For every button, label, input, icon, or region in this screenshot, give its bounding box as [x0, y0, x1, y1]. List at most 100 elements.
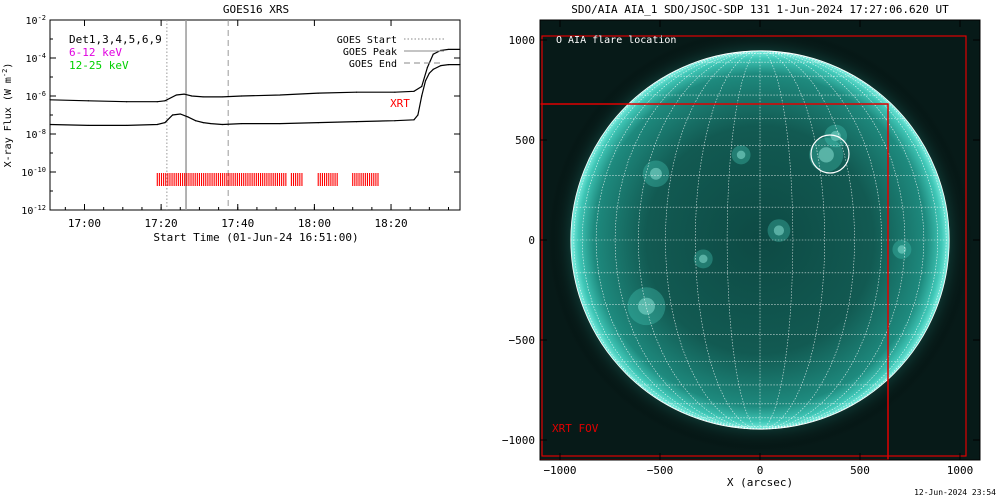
active-region [627, 287, 666, 326]
goes-data-point [432, 53, 434, 55]
active-region [809, 137, 844, 172]
aia-xtick-label: 500 [850, 464, 870, 477]
goes-data-point [240, 95, 243, 97]
goes-ytick-label: 10-8 [26, 128, 46, 141]
longitude-line [759, 50, 826, 430]
goes-data-point [355, 91, 358, 93]
goes-data-point [440, 65, 442, 67]
goes-data-point [126, 124, 128, 127]
goes-legend-right-entry: GOES Start [337, 35, 397, 46]
aia-xtick-label: −1000 [543, 464, 576, 477]
goes-data-point [164, 122, 166, 124]
xrt-fov-label: XRT FOV [552, 422, 599, 435]
active-region-core [736, 150, 746, 160]
goes-data-point [355, 121, 358, 123]
active-region [892, 240, 912, 259]
active-region-core [649, 167, 662, 180]
goes-data-point [394, 91, 396, 93]
aia-ytick-label: −1000 [502, 434, 535, 447]
goes-data-point [195, 120, 197, 122]
goes-data-point [175, 94, 178, 96]
goes-data-point [459, 64, 461, 66]
goes-data-point [421, 95, 423, 97]
aia-ytick-label: −500 [509, 334, 536, 347]
goes-ylabel: X-ray Flux (W m-2) [1, 63, 14, 168]
active-region [693, 249, 713, 269]
aia-ytick-label: 0 [528, 234, 535, 247]
goes-xlabel: Start Time (01-Jun-24 16:51:00) [153, 231, 358, 244]
footer-timestamp: 12-Jun-2024 23:54 [914, 488, 996, 497]
goes-legend-right-entry: GOES Peak [343, 47, 397, 58]
goes-panel: GOES16 XRS 10-2 10-4 10-6 10-8 10-10 10-12 17… [1, 3, 461, 244]
aia-y-axis: −1000 −500 0 500 1000 [502, 34, 980, 447]
goes-data-point [126, 101, 128, 103]
longitude-line [759, 50, 882, 430]
goes-title: GOES16 XRS [223, 3, 289, 16]
goes-event-lines [166, 20, 229, 210]
goes-data-point [49, 123, 51, 126]
aia-ytick-label: 500 [515, 134, 535, 147]
goes-ytick-label: 10-2 [26, 14, 46, 27]
goes-data-point [210, 122, 212, 125]
goes-data-point [428, 72, 430, 74]
goes-series-line-1 [49, 63, 460, 126]
goes-data-point [187, 116, 189, 118]
goes-series-group [49, 48, 461, 127]
goes-data-point [202, 96, 204, 98]
heliographic-grid [570, 50, 950, 430]
goes-data-point [426, 66, 429, 69]
aia-fov-box [541, 35, 967, 457]
goes-series-line-0 [49, 48, 460, 103]
goes-data-point [183, 93, 185, 95]
aia-ytick-label: 1000 [509, 34, 536, 47]
longitude-line [694, 50, 761, 430]
goes-xtick-label: 18:20 [374, 217, 407, 230]
active-region [767, 219, 791, 242]
goes-data-point [87, 100, 89, 102]
active-region [642, 160, 670, 188]
aia-title: SDO/AIA AIA_1 SDO/JSOC-SDP 131 1-Jun-202… [571, 3, 949, 16]
aia-xlabel: X (arcsec) [727, 476, 793, 489]
goes-data-point [221, 96, 224, 98]
active-region-core [818, 147, 834, 163]
goes-xtick-label: 17:00 [68, 217, 101, 230]
goes-data-point [279, 122, 281, 125]
goes-legend-left-entry: 6-12 keV [69, 46, 122, 59]
goes-legend-left-entry: Det1,3,4,5,6,9 [69, 33, 162, 46]
goes-ytick-label: 10-12 [21, 204, 46, 217]
active-region-core [897, 245, 907, 254]
goes-xrt-intervals [156, 173, 379, 186]
goes-data-point [447, 48, 450, 51]
longitude-line [573, 50, 761, 430]
longitude-line [614, 50, 761, 430]
longitude-line [595, 50, 761, 430]
active-region [731, 145, 751, 165]
goes-data-point [179, 113, 181, 115]
goes-x-axis: 17:00 17:20 17:40 18:00 18:20 [64, 20, 450, 230]
goes-ytick-label: 10-4 [26, 52, 46, 65]
longitude-line [759, 50, 939, 430]
flare-location-marker [810, 134, 850, 174]
goes-data-point [394, 120, 396, 122]
goes-data-point [240, 122, 243, 125]
goes-data-point [156, 101, 158, 103]
goes-data-point [317, 122, 319, 124]
goes-data-point [413, 119, 415, 121]
aia-panel: SDO/AIA AIA_1 SDO/JSOC-SDP 131 1-Jun-202… [502, 3, 981, 489]
goes-data-point [191, 95, 193, 97]
goes-data-point [172, 114, 174, 116]
aia-x-axis: −1000 −500 0 500 1000 [543, 20, 973, 477]
goes-data-point [424, 80, 427, 82]
goes-data-point [417, 114, 419, 116]
longitude-line [759, 50, 925, 430]
goes-data-point [459, 48, 461, 51]
goes-data-point [317, 92, 319, 94]
goes-data-point [49, 99, 51, 101]
goes-ytick-label: 10-6 [26, 90, 46, 103]
active-region-core [637, 297, 655, 315]
goes-ytick-label: 10-10 [21, 166, 46, 179]
goes-data-point [221, 123, 224, 126]
